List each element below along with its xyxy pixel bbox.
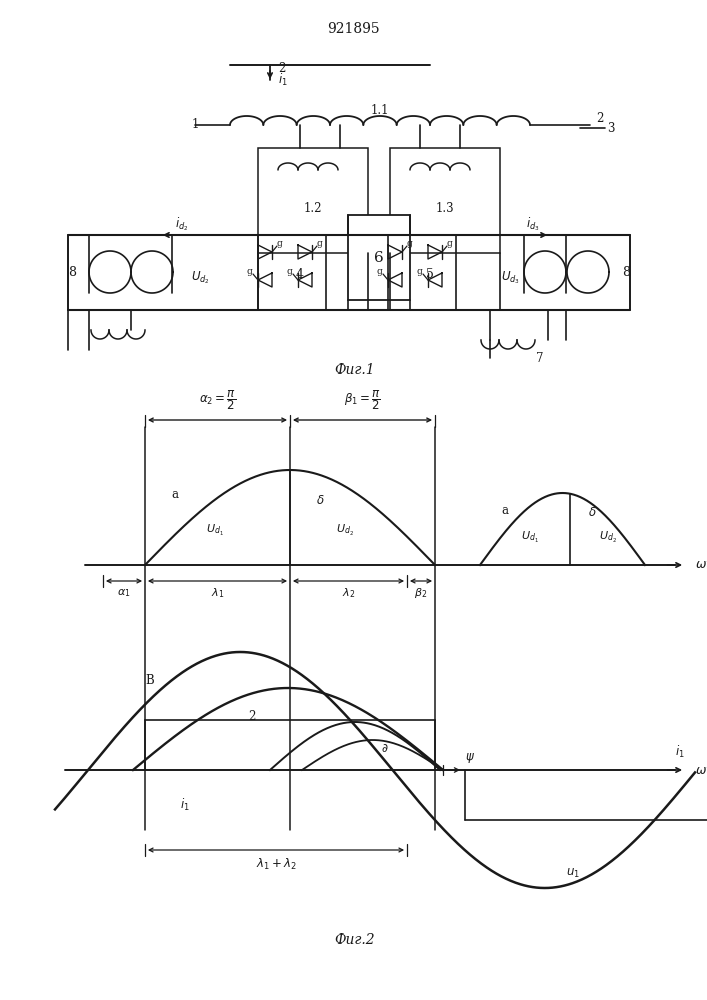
Text: $\omega t$: $\omega t$ (695, 764, 707, 776)
Text: 921895: 921895 (327, 22, 380, 36)
Text: 8: 8 (622, 265, 630, 278)
Text: 5: 5 (426, 267, 434, 280)
Text: g: g (406, 239, 412, 248)
Text: $\delta$: $\delta$ (588, 506, 596, 520)
Text: 4: 4 (296, 267, 304, 280)
Text: $\lambda_1$: $\lambda_1$ (211, 586, 224, 600)
Text: g: g (416, 267, 422, 276)
Text: $\omega t$: $\omega t$ (695, 558, 707, 572)
Text: 1.1: 1.1 (370, 104, 390, 116)
Text: g: g (376, 267, 382, 276)
Text: g: g (246, 267, 252, 276)
Text: $\alpha_2 = \dfrac{\pi}{2}$: $\alpha_2 = \dfrac{\pi}{2}$ (199, 388, 236, 412)
Text: Фиг.1: Фиг.1 (334, 363, 375, 377)
Text: 1.2: 1.2 (304, 202, 322, 215)
Text: $i_{d_2}$: $i_{d_2}$ (175, 215, 189, 233)
Text: g: g (276, 239, 282, 248)
Text: 3: 3 (607, 121, 614, 134)
Text: $U_{d_2}$: $U_{d_2}$ (599, 529, 617, 545)
Text: $\beta_2$: $\beta_2$ (414, 586, 428, 600)
Text: a: a (501, 504, 508, 516)
Text: g: g (286, 267, 292, 276)
Text: $i_1$: $i_1$ (180, 797, 190, 813)
Text: 1: 1 (192, 118, 199, 131)
Text: $i_1$: $i_1$ (278, 72, 288, 88)
Text: 2: 2 (248, 710, 256, 724)
Text: $U_{d_2}$: $U_{d_2}$ (191, 270, 209, 286)
Text: Фиг.2: Фиг.2 (334, 933, 375, 947)
Bar (258, 148, 368, 253)
Text: $U_{d_1}$: $U_{d_1}$ (206, 522, 224, 538)
Text: 7: 7 (536, 352, 544, 364)
Bar (348, 215, 410, 300)
Bar (390, 148, 500, 253)
Text: $U_{d_2}$: $U_{d_2}$ (336, 522, 354, 538)
Text: $\lambda_1 + \lambda_2$: $\lambda_1 + \lambda_2$ (255, 856, 296, 872)
Text: $\lambda_2$: $\lambda_2$ (342, 586, 355, 600)
Text: a: a (172, 488, 178, 502)
Text: $U_{d_1}$: $U_{d_1}$ (521, 529, 539, 545)
Text: B: B (146, 674, 154, 686)
Text: 6: 6 (374, 250, 384, 264)
Text: $\psi$: $\psi$ (465, 751, 475, 765)
Text: $U_{d_3}$: $U_{d_3}$ (501, 270, 520, 286)
Text: g: g (446, 239, 452, 248)
Text: $u_1$: $u_1$ (566, 866, 580, 880)
Text: $\alpha_1$: $\alpha_1$ (117, 587, 131, 599)
Text: $\delta$: $\delta$ (316, 493, 325, 506)
Text: $\beta_1 = \dfrac{\pi}{2}$: $\beta_1 = \dfrac{\pi}{2}$ (344, 388, 381, 412)
Text: 1.3: 1.3 (436, 202, 455, 215)
Text: g: g (316, 239, 322, 248)
Text: 2: 2 (278, 62, 286, 75)
Text: $\partial$: $\partial$ (381, 742, 388, 754)
Text: 8: 8 (68, 265, 76, 278)
Text: $i_1$: $i_1$ (675, 744, 685, 760)
Text: $i_{d_3}$: $i_{d_3}$ (526, 215, 540, 233)
Text: 2: 2 (596, 111, 603, 124)
